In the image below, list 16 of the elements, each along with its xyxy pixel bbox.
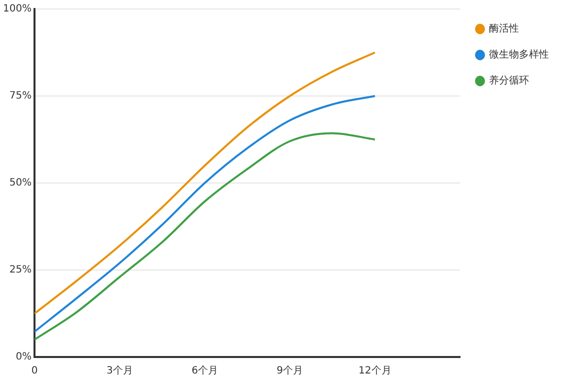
y-tick-label: 50% — [9, 178, 32, 189]
line-series — [34, 95, 376, 333]
x-tick-label: 12个月 — [358, 364, 392, 377]
x-tick-label: 6个月 — [192, 364, 218, 377]
legend-label: 养分循环 — [489, 74, 529, 87]
y-tick-label: 25% — [9, 264, 32, 276]
legend-label: 微生物多样性 — [489, 48, 549, 61]
x-tick-label: 0 — [31, 366, 38, 377]
legend-label: 酶活性 — [489, 22, 519, 35]
x-tick-label: 9个月 — [276, 364, 304, 377]
y-tick-label: 75% — [9, 90, 32, 102]
y-tick-label: 0% — [16, 352, 32, 363]
y-tick-label: 100% — [2, 4, 32, 15]
x-tick-label: 3个月 — [106, 364, 133, 377]
line-series — [34, 52, 376, 314]
line-series — [34, 132, 376, 341]
